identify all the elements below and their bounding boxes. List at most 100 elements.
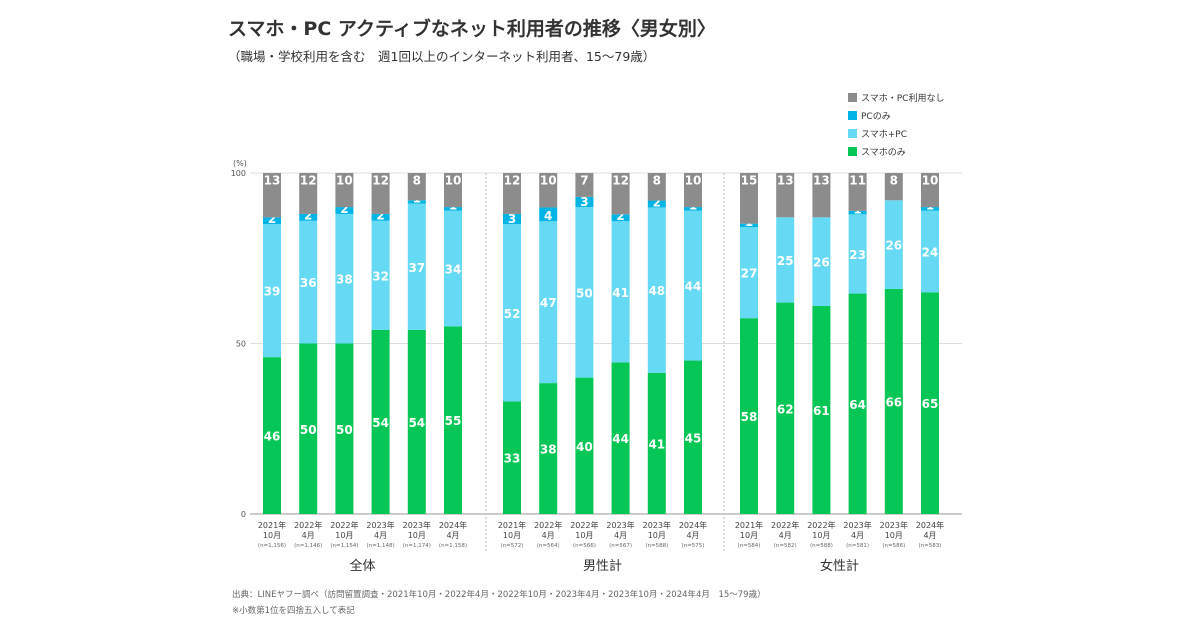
bar-segment (299, 220, 318, 344)
data-label: 10 (445, 174, 462, 188)
footnotes: 出典：LINEヤフー調べ（訪問留置調査・2021年10月・2022年4月・202… (232, 587, 766, 619)
bar-segment (921, 210, 939, 293)
legend-label: PCのみ (861, 111, 891, 122)
bar-segment (575, 196, 594, 208)
bar-segment (611, 362, 630, 514)
data-label: 41 (648, 437, 665, 451)
x-tick-year: 2024年 (916, 520, 944, 530)
x-tick-year: 2023年 (843, 520, 871, 530)
bar-segment (848, 293, 867, 514)
data-label: 23 (849, 248, 866, 262)
y-tick-label: 50 (236, 340, 246, 349)
bar-segment (539, 383, 558, 514)
data-label: 48 (648, 284, 665, 298)
bar-segment (263, 217, 281, 225)
bar-segment (611, 173, 630, 215)
bar-segment (444, 207, 462, 211)
bar-segment (371, 213, 390, 221)
x-tick-year: 2023年 (643, 520, 671, 530)
x-tick-n: (n=581) (846, 543, 869, 549)
data-label: 7 (580, 174, 588, 188)
data-label: 2 (304, 209, 312, 223)
x-tick-month: 4月 (779, 531, 792, 540)
x-tick-month: 10月 (575, 531, 593, 540)
x-tick-n: (n=1,156) (258, 543, 286, 549)
bar-segment (539, 221, 558, 384)
data-label: 36 (300, 276, 317, 290)
data-label: 11 (849, 174, 866, 188)
data-label: 8 (653, 174, 661, 188)
data-label: 12 (372, 174, 389, 188)
legend-label: スマホ・PC利用なし (861, 92, 944, 104)
data-label: 24 (922, 245, 939, 259)
bar-segment (611, 221, 630, 363)
data-label: 33 (504, 452, 521, 466)
x-tick-month: 10月 (408, 531, 426, 540)
bar-segment (921, 207, 939, 211)
data-label: 34 (445, 262, 462, 276)
data-label: 52 (504, 307, 521, 321)
data-label: 32 (372, 269, 389, 283)
bar-segment (407, 200, 426, 204)
x-tick-n: (n=584) (738, 543, 761, 549)
data-label: 44 (612, 432, 629, 446)
bar-segment (407, 173, 426, 201)
bar-segment (575, 207, 594, 378)
x-tick-n: (n=564) (537, 543, 560, 549)
bar-segment (299, 173, 318, 214)
data-label: 13 (264, 174, 281, 188)
rounding-note: ※小数第1位を四捨五入して表記 (232, 606, 355, 616)
data-label: 2 (653, 195, 661, 209)
bar-segment (812, 305, 831, 514)
group-label: 男性計 (583, 558, 622, 574)
data-label: 12 (300, 174, 317, 188)
x-tick-n: (n=583) (919, 543, 942, 549)
data-label: 10 (685, 174, 702, 188)
data-label: 54 (372, 416, 389, 430)
y-unit-label: (%) (233, 159, 247, 168)
data-label: 26 (885, 239, 902, 253)
data-label: 12 (612, 174, 629, 188)
x-tick-year: 2023年 (403, 520, 431, 530)
data-label: 10 (922, 174, 939, 188)
legend-swatch (848, 129, 857, 138)
bar-segment (884, 173, 903, 201)
bar-segment (503, 173, 521, 214)
x-tick-n: (n=1,154) (330, 543, 358, 549)
bar-segment (776, 217, 795, 303)
data-label: 65 (922, 397, 939, 411)
bar-segment (884, 200, 903, 289)
data-label: 15 (741, 174, 758, 188)
data-label: 37 (408, 261, 425, 275)
group-label: 女性計 (820, 558, 859, 574)
bar-segment (263, 224, 281, 358)
data-label: 50 (300, 423, 317, 437)
data-label: 8 (413, 174, 421, 188)
x-tick-month: 4月 (923, 531, 936, 540)
x-tick-month: 10月 (263, 531, 281, 540)
y-tick-label: 100 (231, 169, 246, 178)
x-tick-month: 4月 (446, 531, 459, 540)
x-tick-year: 2024年 (439, 520, 467, 530)
x-tick-n: (n=586) (882, 543, 905, 549)
x-tick-month: 4月 (542, 531, 555, 540)
data-label: 13 (777, 174, 794, 188)
bar-segment (776, 302, 795, 514)
bar-segment (539, 173, 558, 208)
data-label: 41 (612, 286, 629, 300)
x-tick-month: 10月 (503, 531, 521, 540)
data-label: 66 (885, 395, 902, 409)
bar-segment (263, 173, 281, 218)
bar-segment (444, 326, 462, 514)
bar-segment (684, 210, 702, 361)
bar-segment (740, 227, 758, 319)
x-tick-year: 2022年 (771, 520, 799, 530)
data-label: 26 (813, 256, 830, 270)
data-label: 44 (685, 280, 702, 294)
legend-swatch (848, 111, 857, 120)
x-tick-month: 10月 (885, 531, 903, 540)
data-label: 58 (741, 410, 758, 424)
data-label: 2 (268, 212, 276, 226)
x-tick-month: 10月 (812, 531, 830, 540)
